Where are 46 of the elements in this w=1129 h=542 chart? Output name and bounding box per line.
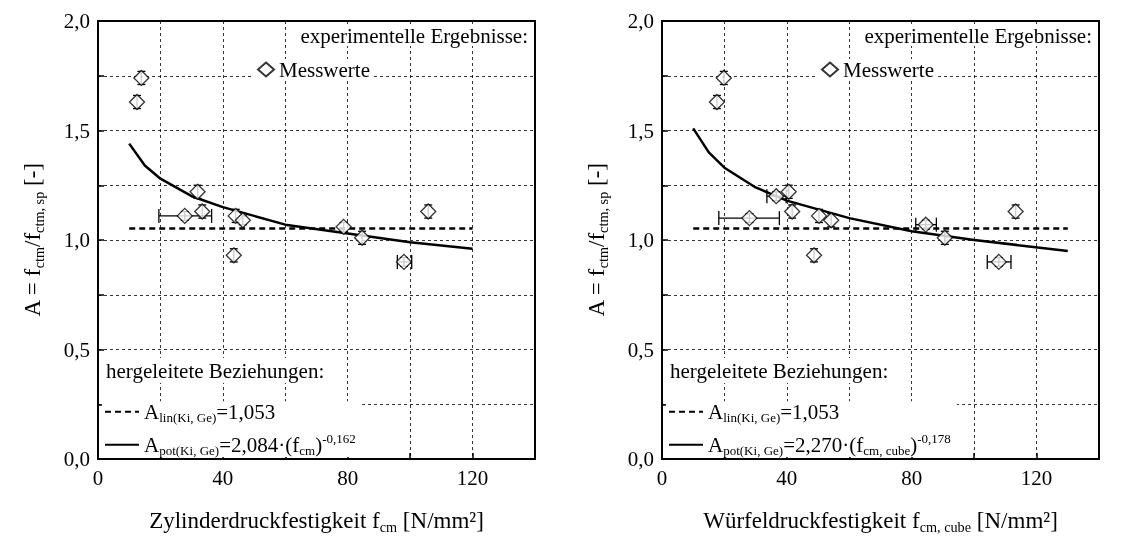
- y-tick-label: 1,0: [63, 228, 90, 252]
- legend-title: experimentelle Ergebnisse:: [300, 23, 529, 48]
- y-tick-label: 1,0: [627, 228, 654, 252]
- point: [780, 183, 797, 200]
- point: [810, 207, 828, 225]
- point: [176, 207, 193, 225]
- annotation: hergeleitete Beziehungen:: [106, 358, 325, 383]
- point: [990, 253, 1007, 271]
- annotation: hergeleitete Beziehungen:: [670, 358, 889, 383]
- point: [353, 229, 371, 246]
- point: [194, 203, 211, 220]
- point: [917, 216, 934, 233]
- point: [708, 93, 726, 111]
- point: [784, 203, 801, 220]
- point: [715, 69, 732, 87]
- point: [741, 209, 758, 227]
- point: [1007, 203, 1024, 220]
- point: [420, 203, 437, 220]
- x-tick-label: 80: [337, 465, 359, 490]
- y-tick-label: 0,0: [63, 447, 90, 471]
- point: [805, 247, 823, 264]
- point: [936, 229, 953, 246]
- y-axis-title: A = fctm/fctm, sp [-]: [20, 162, 47, 317]
- y-tick-label: 1,5: [627, 118, 654, 143]
- x-tick-label: 40: [776, 465, 798, 490]
- y-axis-title: A = fctm/fctm, sp [-]: [584, 162, 611, 317]
- point: [823, 212, 840, 229]
- y-tick-label: 0,5: [627, 337, 654, 362]
- y-tick-label: 1,5: [63, 118, 90, 143]
- x-tick-label: 120: [456, 465, 489, 490]
- x-tick-label: 0: [656, 465, 668, 490]
- x-tick-label: 0: [92, 465, 104, 490]
- point: [234, 212, 251, 229]
- point: [335, 218, 352, 236]
- legend-label: Messwerte: [279, 57, 370, 82]
- x-tick-label: 120: [1020, 465, 1053, 490]
- point: [128, 93, 146, 111]
- x-tick-label: 40: [212, 465, 234, 490]
- x-tick-label: 80: [901, 465, 923, 490]
- y-tick-label: 2,0: [627, 9, 654, 33]
- legend-title: experimentelle Ergebnisse:: [864, 23, 1093, 48]
- legend-label: Messwerte: [843, 57, 934, 82]
- point: [225, 247, 242, 264]
- y-tick-label: 0,0: [627, 447, 654, 471]
- y-tick-label: 0,5: [63, 337, 90, 362]
- y-tick-label: 2,0: [63, 9, 90, 33]
